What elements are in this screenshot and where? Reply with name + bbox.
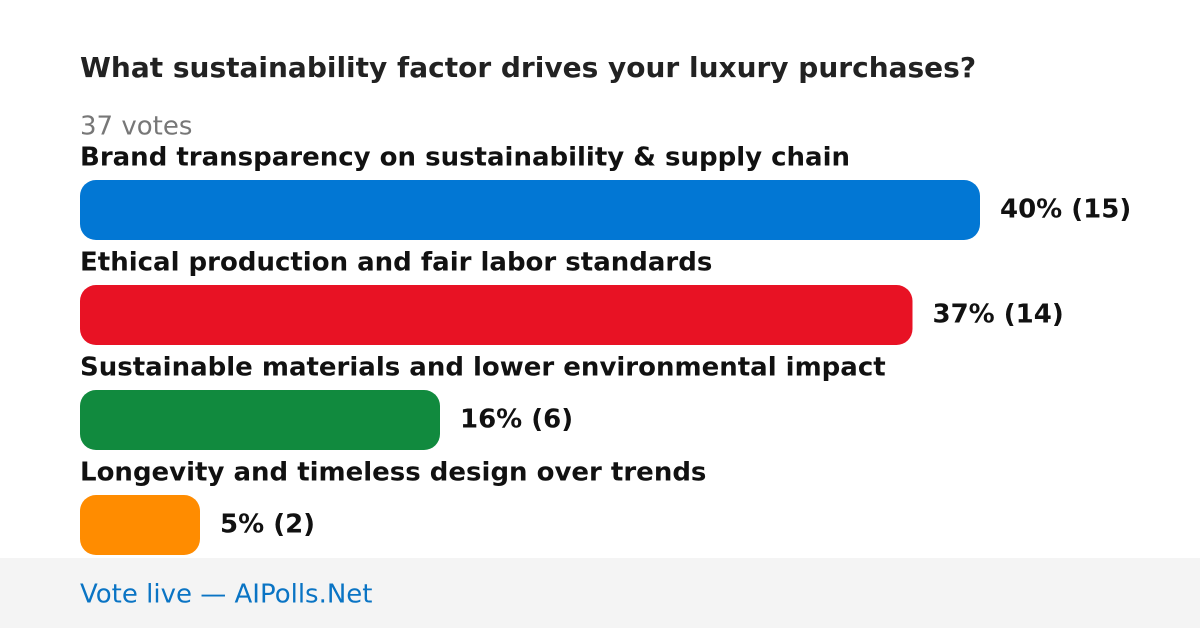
option-label: Brand transparency on sustainability & s… xyxy=(80,143,850,173)
value-label: 37% (14) xyxy=(933,300,1064,330)
value-label: 5% (2) xyxy=(220,510,315,540)
chart-title: What sustainability factor drives your l… xyxy=(80,51,976,84)
bar xyxy=(80,495,200,555)
bar xyxy=(80,390,440,450)
option-label: Sustainable materials and lower environm… xyxy=(80,353,886,383)
footer-band xyxy=(0,558,1200,628)
vote-count: 37 votes xyxy=(80,112,192,142)
bar xyxy=(80,180,980,240)
option-label: Longevity and timeless design over trend… xyxy=(80,458,706,488)
bar xyxy=(80,285,913,345)
option-label: Ethical production and fair labor standa… xyxy=(80,248,712,278)
value-label: 40% (15) xyxy=(1000,195,1131,225)
footer-link[interactable]: Vote live — AIPolls.Net xyxy=(80,580,373,610)
value-label: 16% (6) xyxy=(460,405,573,435)
